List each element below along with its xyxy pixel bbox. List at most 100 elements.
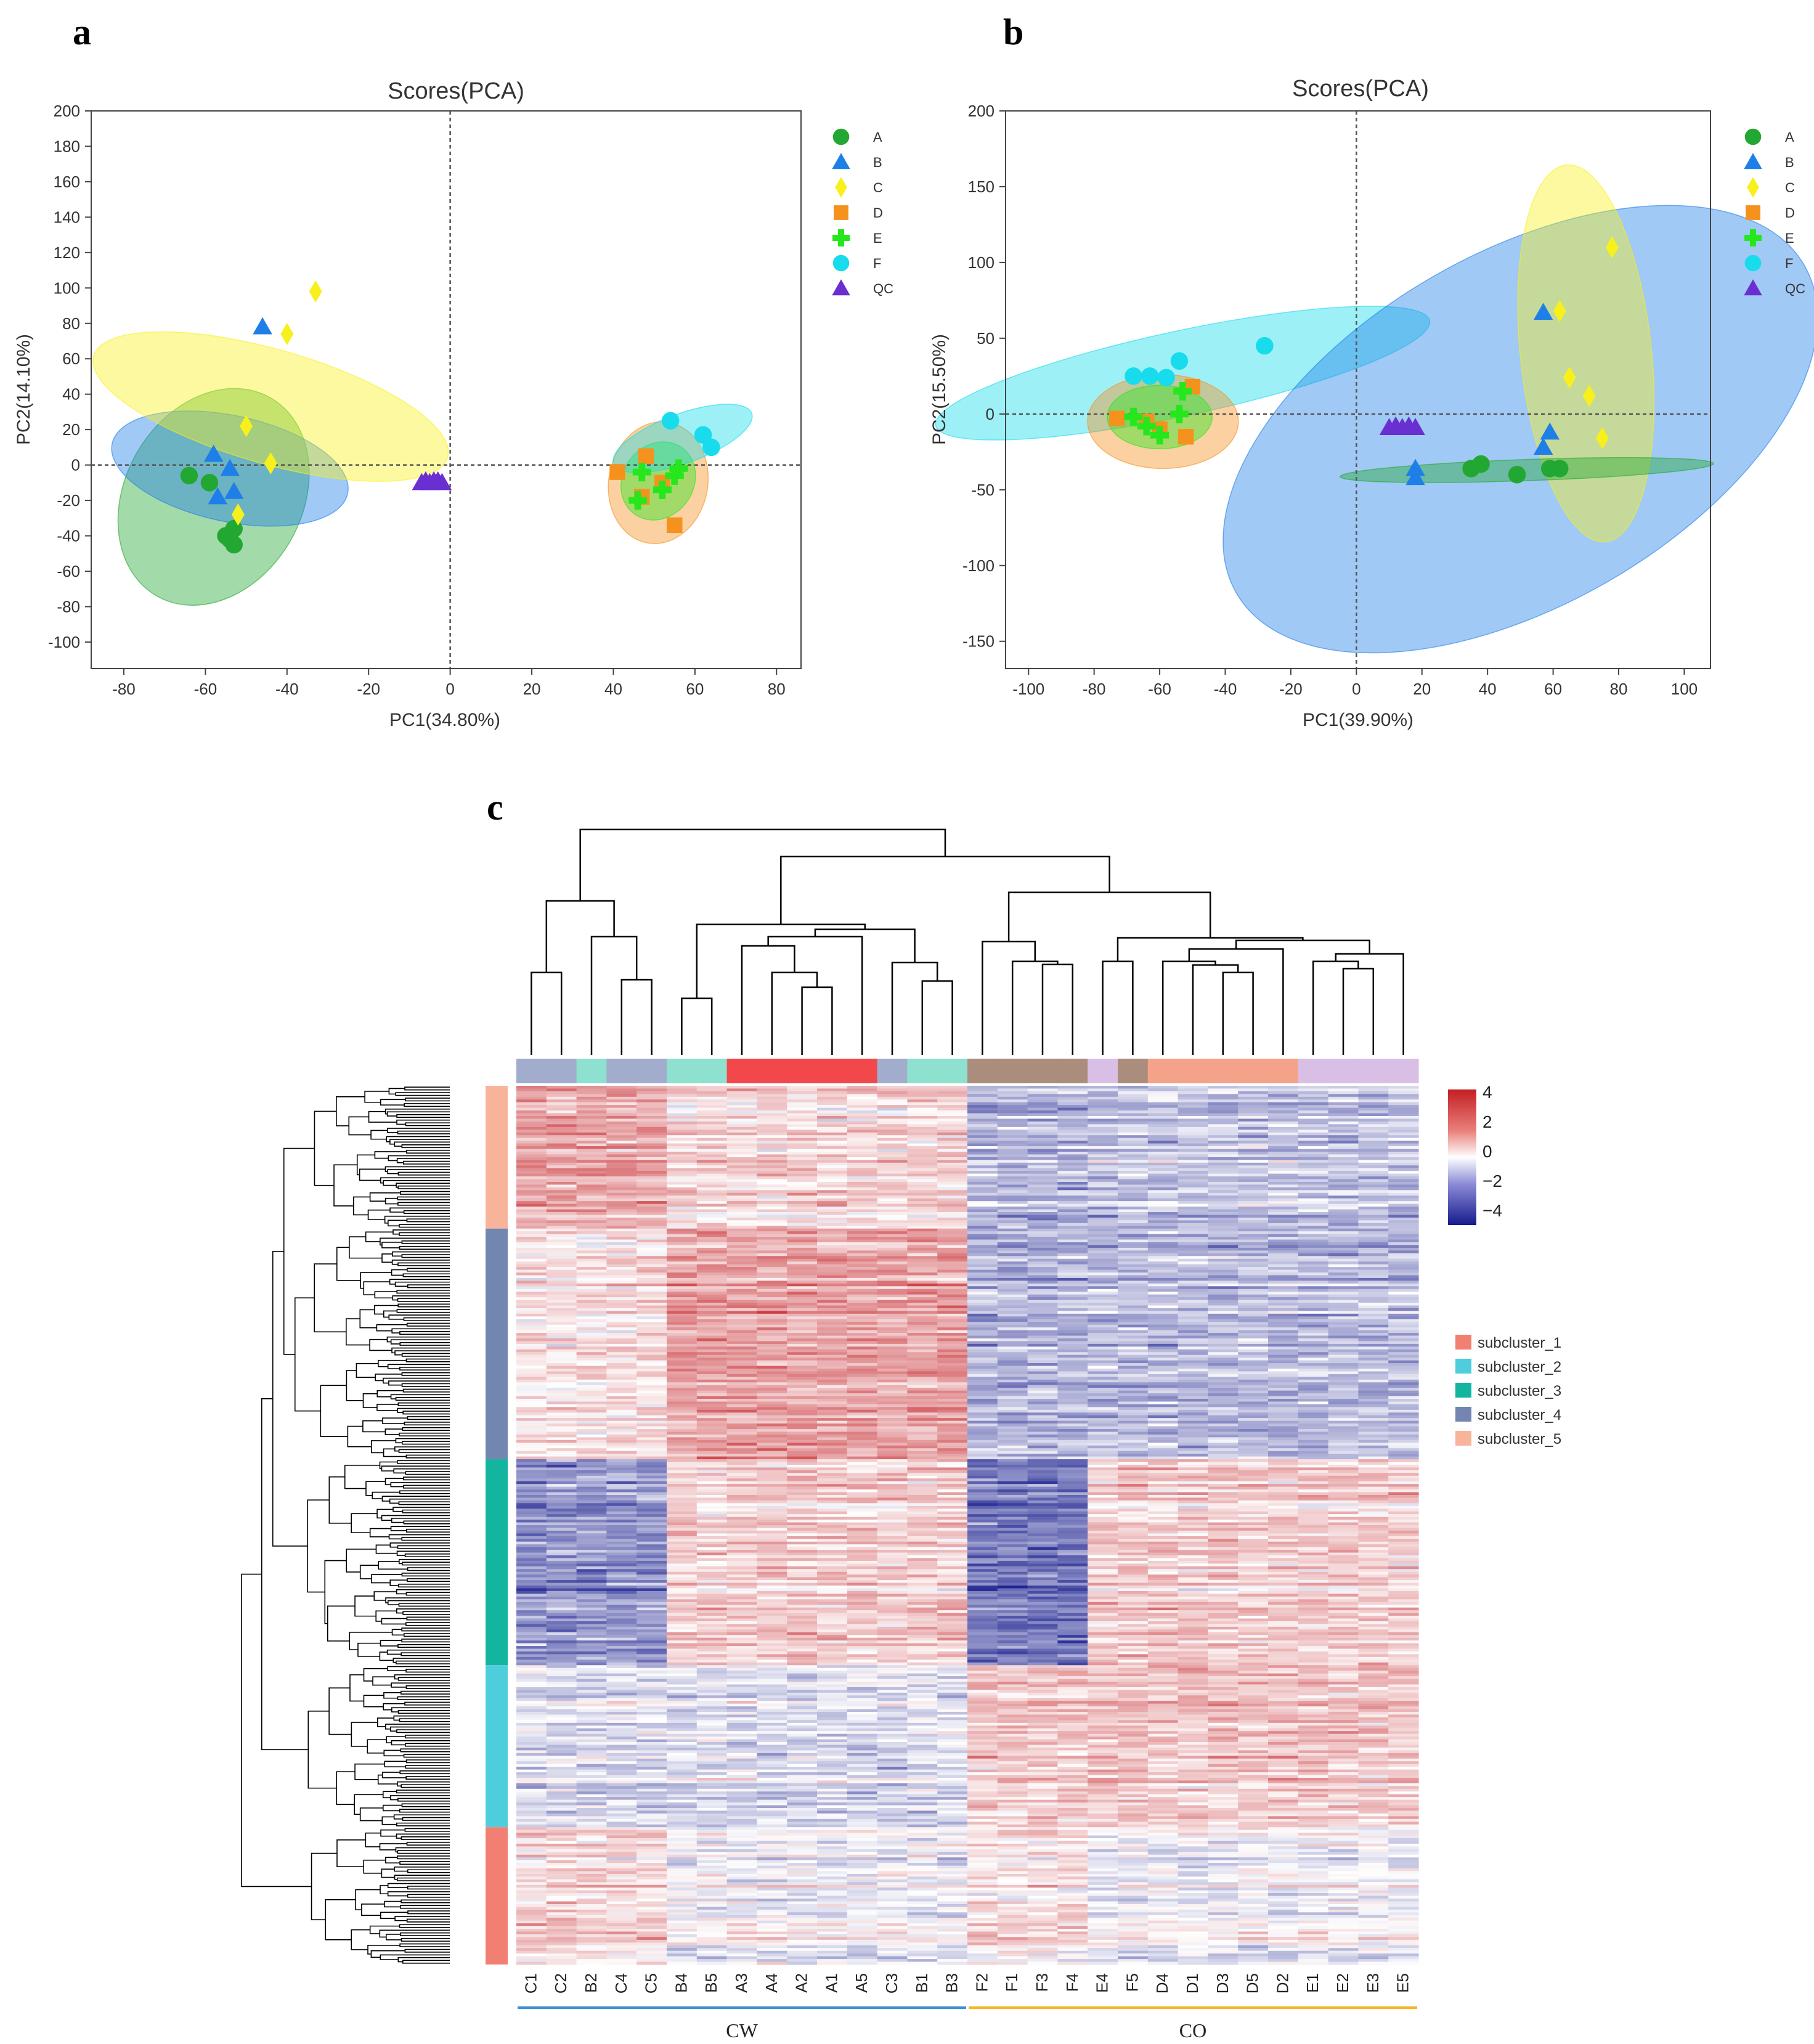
heatmap-cell (1027, 1151, 1058, 1155)
heatmap-cell (1147, 1118, 1179, 1122)
heatmap-cell (1358, 1258, 1389, 1262)
heatmap-cell (1268, 1324, 1299, 1328)
heatmap-cell (997, 1371, 1028, 1375)
heatmap-cell (817, 1192, 848, 1196)
heatmap-cell (757, 1437, 787, 1441)
point-b-2 (203, 444, 224, 462)
heatmap-cell (1268, 1478, 1299, 1482)
row-dendrogram-link (391, 1707, 450, 1712)
heatmap-cell (1268, 1426, 1299, 1430)
heatmap-cell (757, 1107, 787, 1111)
heatmap-cell (1057, 1220, 1088, 1224)
heatmap-cell (516, 1209, 547, 1213)
heatmap-cell (1057, 1275, 1088, 1279)
row-dendrogram-link (405, 1471, 450, 1475)
heatmap-cell (1057, 1379, 1088, 1383)
heatmap-cell (907, 1096, 938, 1100)
heatmap-cell (1268, 1113, 1299, 1117)
heatmap-cell (817, 1160, 848, 1163)
heatmap-cell (907, 1160, 938, 1163)
heatmap-cell (967, 1349, 998, 1353)
heatmap-cell (696, 1151, 728, 1155)
heatmap-cell (877, 1462, 908, 1465)
heatmap-cell (1388, 1393, 1419, 1397)
heatmap-cell (1057, 1141, 1088, 1144)
heatmap-cell (847, 1124, 878, 1128)
heatmap-cell (516, 1157, 547, 1160)
heatmap-cell (967, 1360, 998, 1364)
heatmap-cell (1208, 1269, 1238, 1273)
heatmap-cell (546, 1195, 577, 1199)
heatmap-cell (1057, 1116, 1088, 1120)
heatmap-cell (516, 1459, 547, 1463)
heatmap-cell (546, 1434, 577, 1438)
heatmap-cell (1027, 1305, 1058, 1309)
heatmap-cell (1298, 1190, 1329, 1194)
heatmap-cell (1057, 1113, 1088, 1117)
heatmap-cell (937, 1354, 968, 1358)
heatmap-cell (546, 1401, 577, 1405)
heatmap-cell (817, 1324, 848, 1328)
heatmap-cell (516, 1187, 547, 1191)
heatmap-cell (1147, 1454, 1179, 1457)
row-dendrogram-link (364, 1091, 389, 1103)
heatmap-cell (1268, 1207, 1299, 1210)
heatmap-cell (1298, 1277, 1329, 1281)
heatmap-cell (1328, 1277, 1359, 1281)
heatmap-cell (1088, 1343, 1118, 1347)
heatmap-cell (1388, 1431, 1419, 1435)
heatmap-cell (1057, 1393, 1088, 1397)
heatmap-cell (907, 1409, 938, 1413)
heatmap-cell (1057, 1420, 1088, 1424)
heatmap-cell (1298, 1327, 1329, 1331)
row-dendrogram-link (369, 1528, 391, 1537)
heatmap-cell (1027, 1393, 1058, 1397)
heatmap-cell (817, 1448, 848, 1452)
heatmap-cell (1177, 1343, 1208, 1347)
heatmap-cell (1388, 1385, 1419, 1388)
row-dendrogram-link (401, 1372, 450, 1376)
heatmap-cell (637, 1088, 667, 1092)
heatmap-cell (1238, 1286, 1269, 1290)
row-dendrogram-link (365, 1481, 386, 1496)
heatmap-cell (1298, 1349, 1329, 1353)
y-tick-label: 120 (54, 243, 80, 262)
heatmap-cell (1147, 1086, 1179, 1089)
heatmap-cell (546, 1154, 577, 1158)
heatmap-cell (1358, 1475, 1389, 1479)
heatmap-cell (877, 1316, 908, 1320)
heatmap-cell (757, 1316, 787, 1320)
heatmap-cell (1208, 1184, 1238, 1188)
heatmap-cell (967, 1231, 998, 1235)
heatmap-cell (997, 1168, 1028, 1171)
heatmap-cell (576, 1126, 607, 1130)
heatmap-cell (1057, 1160, 1088, 1163)
heatmap-cell (1328, 1399, 1359, 1403)
heatmap-cell (877, 1451, 908, 1454)
heatmap-cell (576, 1138, 607, 1141)
heatmap-cell (1027, 1341, 1058, 1345)
heatmap-cell (1358, 1445, 1389, 1449)
heatmap-cell (967, 1401, 998, 1405)
heatmap-cell (1147, 1162, 1179, 1166)
row-dendrogram-link (354, 1763, 385, 1780)
heatmap-cell (1328, 1258, 1359, 1262)
heatmap-cell (1027, 1467, 1058, 1471)
heatmap-cell (757, 1354, 787, 1358)
heatmap-cell (1027, 1223, 1058, 1226)
heatmap-cell (696, 1245, 728, 1248)
row-dendrogram-link (403, 1476, 450, 1481)
heatmap-cell (1057, 1390, 1088, 1394)
heatmap-cell (1208, 1207, 1238, 1210)
heatmap-cell (1177, 1247, 1208, 1251)
heatmap-cell (1057, 1168, 1088, 1171)
heatmap-cell (516, 1121, 547, 1125)
heatmap-cell (1118, 1352, 1149, 1356)
row-dendrogram-link (349, 1674, 364, 1702)
heatmap-cell (877, 1165, 908, 1169)
row-dendrogram-link (389, 1207, 450, 1213)
row-dendrogram-link (396, 1877, 450, 1881)
heatmap-cell (1027, 1368, 1058, 1372)
heatmap-cell (516, 1418, 547, 1422)
heatmap-cell (997, 1154, 1028, 1158)
